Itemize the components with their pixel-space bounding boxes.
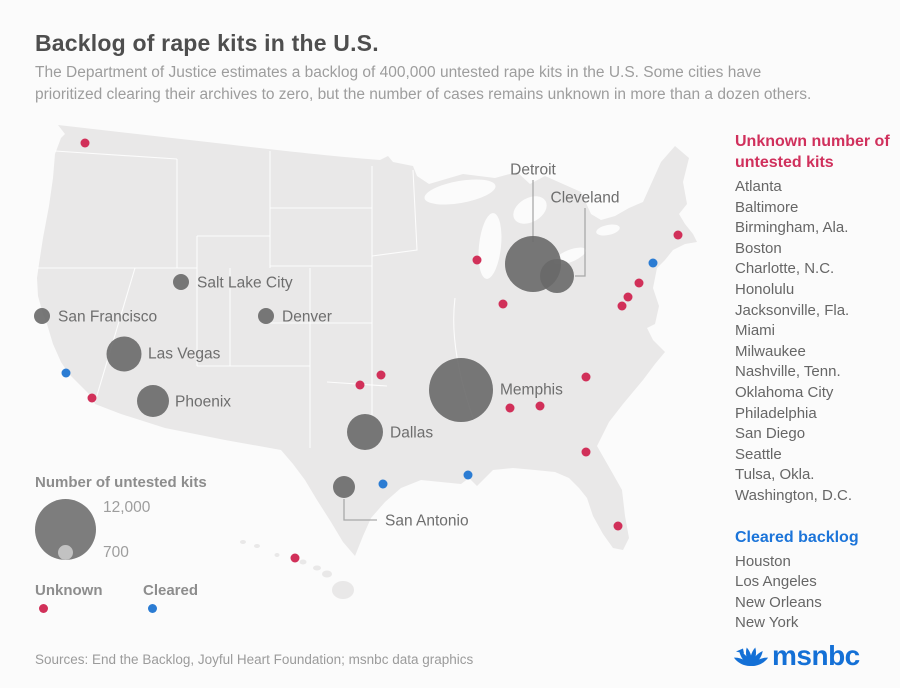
- brand-wordmark: msnbc: [772, 640, 860, 671]
- cleared-list-header: Cleared backlog: [735, 528, 859, 546]
- map-svg: San Francisco Salt Lake City Denver Las Veg…: [34, 125, 697, 599]
- us-outline: [37, 125, 697, 556]
- city-item-seattle: Seattle: [735, 445, 782, 463]
- bubble-salt-lake-city: [173, 274, 189, 290]
- bubble-san-francisco: [34, 308, 50, 324]
- cleared-dot-swatch: [148, 604, 157, 613]
- city-item-miami: Miami: [735, 322, 775, 340]
- city-item-oklahoma-city: Oklahoma City: [735, 383, 834, 401]
- us-bubble-map: San Francisco Salt Lake City Denver Las Veg…: [25, 118, 725, 638]
- bubble-label-detroit: Detroit: [510, 161, 556, 178]
- unknown-dot-baltimore: [623, 292, 633, 302]
- bubble-san-antonio: [333, 476, 355, 498]
- city-item-philadelphia: Philadelphia: [735, 404, 817, 422]
- cleared-dot-new-york: [648, 258, 658, 268]
- peacock-feather: [734, 657, 751, 667]
- city-item-new-york: New York: [735, 614, 799, 632]
- bubble-phoenix: [137, 385, 169, 417]
- legend-big-value: 12,000: [103, 499, 151, 516]
- legend-small-value: 700: [103, 544, 129, 561]
- bubble-label-san-francisco: San Francisco: [58, 308, 157, 325]
- city-item-tulsa-okla: Tulsa, Okla.: [735, 466, 815, 484]
- peacock-icon: [734, 647, 768, 667]
- legend-unknown-label: Unknown: [35, 582, 103, 599]
- legend-small-circle: [58, 545, 73, 560]
- city-item-houston: Houston: [735, 552, 791, 570]
- unknown-dot-milwaukee: [472, 255, 482, 265]
- bubble-label-dallas: Dallas: [390, 424, 433, 441]
- city-item-atlanta: Atlanta: [735, 178, 782, 195]
- subtitle: The Department of Justice estimates a ba…: [35, 64, 812, 103]
- city-item-boston: Boston: [735, 239, 782, 257]
- unknown-dot-charlotte-n-c: [581, 372, 591, 382]
- city-item-honolulu: Honolulu: [735, 280, 795, 298]
- page-title: Backlog of rape kits in the U.S.: [35, 30, 379, 56]
- bubble-label-cleveland: Cleveland: [551, 189, 620, 206]
- peacock-feather: [751, 651, 763, 666]
- unknown-dot-washington-d-c: [617, 301, 627, 311]
- unknown-dot-honolulu: [290, 553, 300, 563]
- city-item-washington-d-c: Washington, D.C.: [735, 486, 852, 504]
- peacock-feather: [750, 647, 757, 666]
- city-item-milwaukee: Milwaukee: [735, 342, 806, 360]
- city-item-birmingham-ala: Birmingham, Ala.: [735, 219, 849, 237]
- unknown-dot-nashville-tenn: [498, 299, 508, 309]
- unknown-dot-boston: [673, 230, 683, 240]
- city-item-baltimore: Baltimore: [735, 198, 799, 216]
- leader-line-cleveland: [575, 208, 586, 277]
- peacock-feather: [751, 657, 768, 667]
- bubble-dallas: [347, 414, 383, 450]
- city-item-charlotte-n-c: Charlotte, N.C.: [735, 260, 835, 278]
- legend-cleared-label: Cleared: [143, 582, 199, 599]
- map-overlay: San Francisco Salt Lake City Denver Las Veg…: [34, 138, 683, 563]
- city-item-los-angeles: Los Angeles: [735, 573, 817, 591]
- sources-note: Sources: End the Backlog, Joyful Heart F…: [35, 652, 474, 667]
- unknown-dot-oklahoma-city: [355, 380, 365, 390]
- great-lakes: [424, 179, 620, 279]
- bubble-label-salt-lake-city: Salt Lake City: [197, 274, 293, 291]
- brand-logo: msnbc: [734, 641, 860, 671]
- bubble-label-las-vegas: Las Vegas: [148, 345, 221, 362]
- bubble-label-san-antonio: San Antonio: [385, 512, 469, 529]
- cleared-dot-new-orleans: [463, 470, 473, 480]
- unknown-city-list: Atlanta Baltimore Birmingham, Ala. Boston Ch…: [735, 177, 900, 507]
- city-item-san-diego: San Diego: [735, 425, 806, 443]
- unknown-dot-miami: [613, 521, 623, 531]
- legend-title: Number of untested kits: [35, 474, 207, 491]
- unknown-dot-jacksonville-fla: [581, 447, 591, 457]
- cleared-dot-houston: [378, 479, 388, 489]
- city-list-sidebar: Unknown number of untested kits Atlanta B…: [735, 131, 900, 634]
- cleared-city-list: Houston Los Angeles New Orleans New York: [735, 552, 900, 634]
- bubble-label-memphis: Memphis: [500, 381, 563, 398]
- bubble-memphis: [429, 358, 493, 422]
- state-borders: [37, 150, 474, 448]
- bubble-label-phoenix: Phoenix: [175, 393, 231, 410]
- unknown-dot-philadelphia: [634, 278, 644, 288]
- unknown-dot-swatch: [39, 604, 48, 613]
- bubble-denver: [258, 308, 274, 324]
- bubble-las-vegas: [106, 336, 142, 372]
- leader-line-san-antonio: [343, 499, 377, 521]
- unknown-dot-atlanta: [535, 401, 545, 411]
- size-legend: Number of untested kits 12,000 700 Unkno…: [35, 474, 265, 613]
- city-item-nashville-tenn: Nashville, Tenn.: [735, 363, 841, 381]
- city-item-jacksonville-fla: Jacksonville, Fla.: [735, 301, 850, 319]
- bubble-label-denver: Denver: [282, 308, 332, 325]
- bubble-cleveland: [540, 259, 574, 293]
- unknown-list-header: Unknown number of untested kits: [735, 133, 890, 171]
- hawaii-islands: [240, 540, 354, 599]
- unknown-dot-seattle: [80, 138, 90, 148]
- unknown-dot-birmingham-ala: [505, 403, 515, 413]
- peacock-feather: [739, 651, 751, 666]
- city-item-new-orleans: New Orleans: [735, 593, 822, 611]
- unknown-dot-tulsa-okla: [376, 370, 386, 380]
- unknown-dot-san-diego: [87, 393, 97, 403]
- cleared-dot-los-angeles: [61, 368, 71, 378]
